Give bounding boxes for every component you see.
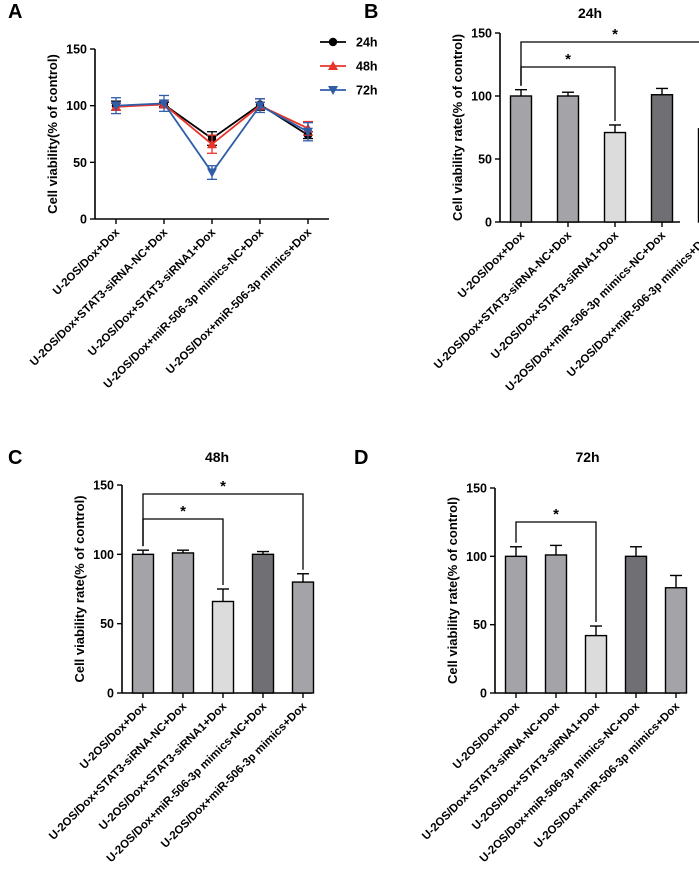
bar [584, 634, 608, 694]
x-tick-label: U-2OS/Dox+Dox [78, 700, 149, 771]
significance-star: * [565, 51, 571, 68]
bar [171, 552, 195, 694]
panel-letter: C [8, 447, 22, 469]
panel-c: C 48h 0 50 100 150 Cell viability rate(% of co… [8, 447, 315, 865]
bar [650, 94, 674, 223]
y-tick-label: 50 [478, 153, 492, 167]
panel-b: B 24h 0 50 100 150 Cell viability rate(% of co… [364, 1, 699, 394]
y-axis-label: Cell viability(% of control) [45, 54, 60, 214]
y-tick-label: 50 [100, 617, 114, 631]
y-axis-label: Cell viability rate(% of control) [72, 495, 87, 682]
series-72h [111, 94, 313, 180]
bar [624, 555, 648, 694]
legend-label: 72h [356, 84, 378, 98]
significance-star: * [612, 26, 618, 43]
panel-letter: A [8, 1, 22, 23]
y-tick-label: 150 [93, 479, 114, 493]
bar [556, 95, 580, 223]
y-tick-label: 150 [471, 27, 492, 41]
data-point [207, 139, 217, 149]
y-tick-label: 50 [473, 618, 487, 632]
y-tick-label: 100 [466, 550, 487, 564]
chart-title: 24h [578, 5, 602, 21]
significance-bracket [515, 521, 597, 623]
data-point [207, 168, 217, 178]
bar [291, 581, 315, 694]
series-48h [111, 99, 313, 154]
y-tick-label: 100 [93, 548, 114, 562]
bar [509, 95, 533, 223]
significance-star: * [180, 503, 186, 520]
panel-letter: B [364, 1, 378, 23]
bar [664, 587, 688, 694]
chart-title: 72h [575, 449, 599, 465]
y-tick-label: 150 [466, 482, 487, 496]
data-point [111, 101, 121, 111]
y-tick-label: 0 [480, 687, 487, 701]
bar [504, 555, 528, 694]
significance-star: * [220, 478, 226, 495]
significance-star: * [553, 506, 559, 523]
legend-label: 48h [356, 60, 378, 74]
bar [544, 554, 568, 694]
panel-letter: D [354, 447, 368, 469]
y-tick-label: 100 [471, 90, 492, 104]
y-axis-label: Cell viability rate(% of control) [450, 34, 465, 221]
x-tick-label: U-2OS/Dox+miR-506-3p mimics+Dox [532, 700, 682, 850]
significance-bracket [142, 493, 304, 570]
y-tick-label: 150 [66, 43, 87, 57]
legend-marker [328, 61, 338, 70]
legend-label: 24h [356, 36, 378, 50]
x-tick-label: U-2OS/Dox+Dox [451, 700, 522, 771]
bar [131, 553, 155, 694]
data-point [255, 101, 265, 111]
bar [251, 553, 275, 694]
y-tick-label: 100 [66, 99, 87, 113]
legend-marker [328, 86, 338, 95]
legend-marker [328, 37, 338, 47]
y-tick-label: 0 [107, 687, 114, 701]
panel-d: D 72h 0 50 100 150 Cell viability rate(% of co… [354, 447, 688, 865]
y-tick-label: 0 [485, 216, 492, 230]
y-axis-label: Cell viability rate(% of control) [445, 497, 460, 684]
data-point [159, 99, 169, 109]
y-tick-label: 50 [73, 156, 87, 170]
data-point [303, 127, 313, 137]
significance-bracket [520, 41, 699, 86]
chart-title: 48h [205, 449, 229, 465]
bar [603, 131, 627, 223]
bar [211, 600, 235, 694]
y-tick-label: 0 [80, 213, 87, 227]
x-tick-label: U-2OS/Dox+miR-506-3p mimics+Dox [159, 700, 309, 850]
x-tick-label: U-2OS/Dox+miR-506-3p mimics-NC+Dox [504, 229, 669, 394]
